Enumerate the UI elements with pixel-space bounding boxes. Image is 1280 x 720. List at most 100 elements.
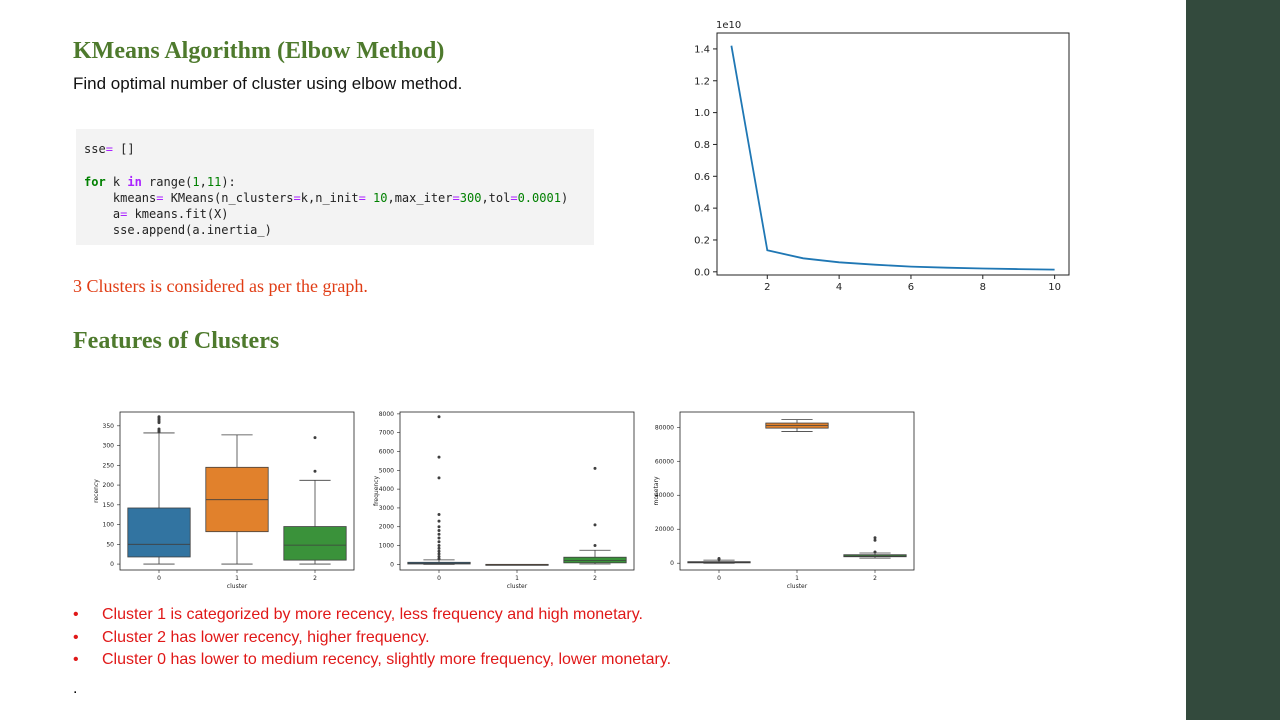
outlier-point (593, 466, 597, 470)
slide-title: KMeans Algorithm (Elbow Method) (73, 38, 445, 64)
x-axis-label: cluster (227, 583, 248, 590)
x-tick-label: 8 (980, 282, 986, 293)
outlier-point (437, 540, 441, 544)
y-tick-label: 80000 (655, 424, 674, 431)
outlier-point (157, 415, 161, 419)
outlier-point (437, 546, 441, 550)
y-tick-label: 100 (103, 522, 115, 529)
bullet-text: Cluster 0 has lower to medium recency, s… (102, 651, 672, 668)
box-cluster-2 (563, 556, 627, 564)
y-tick-label: 7000 (379, 430, 394, 437)
outlier-point (313, 469, 317, 473)
code-line-4: kmeans= KMeans(n_clusters=k,n_init= 10,m… (84, 190, 569, 205)
sidebar-panel (1186, 0, 1280, 720)
outlier-point (437, 544, 441, 548)
x-tick-label: 0 (437, 575, 441, 582)
outlier-point (593, 523, 597, 527)
outlier-point (437, 513, 441, 517)
x-axis-label: cluster (507, 583, 528, 590)
outlier-point (873, 536, 877, 540)
bullet-text: Cluster 1 is categorized by more recency… (102, 606, 643, 623)
x-tick-label: 1 (235, 575, 239, 582)
x-tick-label: 6 (908, 282, 914, 293)
y-axis-label: recency (93, 479, 100, 503)
y-tick-label: 4000 (379, 486, 394, 493)
outlier-point (437, 549, 441, 553)
y-tick-label: 250 (103, 462, 115, 469)
y-axis-label: monetary (653, 476, 660, 506)
y-tick-label: 0.0 (694, 267, 710, 278)
x-tick-label: 0 (717, 575, 721, 582)
y-tick-label: 200 (103, 482, 115, 489)
bullet-text: Cluster 2 has lower recency, higher freq… (102, 628, 430, 646)
outlier-point (313, 436, 317, 440)
code-line-5: a= kmeans.fit(X) (84, 207, 229, 222)
y-tick-label: 1000 (379, 543, 394, 550)
y-tick-label: 40000 (655, 492, 674, 499)
bullet-item: • Cluster 2 has lower recency, higher fre… (73, 627, 671, 650)
slide-subtitle: Find optimal number of cluster using elb… (73, 74, 463, 93)
y-tick-label: 20000 (655, 526, 674, 533)
elbow-chart: 1e10 0.0 0.2 0.4 0.6 0.8 1.0 1.2 1.4 2 4 6 8 10 (694, 20, 1070, 293)
outlier-point (593, 544, 597, 548)
y-tick-label: 6000 (379, 449, 394, 456)
y-tick-label: 0.8 (694, 140, 710, 151)
x-tick-label: 2 (873, 575, 877, 582)
y-offset-label: 1e10 (716, 20, 741, 31)
y-tick-label: 1.4 (694, 44, 710, 55)
outlier-point (873, 550, 877, 554)
trailing-period: . (73, 680, 78, 697)
x-axis-label: cluster (787, 583, 808, 590)
y-tick-label: 1.0 (694, 108, 710, 119)
plot-frame (716, 32, 1070, 276)
bullet-dot: • (73, 606, 79, 623)
outlier-point (437, 519, 441, 523)
outlier-point (437, 557, 441, 561)
frequency-boxplot: 0 1000 2000 3000 4000 5000 6000 7000 8000 0 1 2 clus… (373, 411, 635, 590)
box-cluster-0 (127, 507, 191, 558)
y-tick-label: 1.2 (694, 76, 710, 87)
y-tick-label: 0 (670, 560, 674, 567)
recency-boxplot: 0 50 100 150 200 250 300 350 0 1 2 cluster recency (93, 411, 355, 590)
y-tick-label: 350 (103, 423, 115, 430)
section-heading: Features of Clusters (73, 328, 280, 354)
outlier-point (437, 554, 441, 558)
outlier-point (717, 556, 721, 560)
outlier-point (437, 525, 441, 529)
x-tick-label: 2 (313, 575, 317, 582)
bullet-dot: • (73, 651, 79, 668)
y-tick-label: 300 (103, 443, 115, 450)
outlier-point (437, 476, 441, 480)
outlier-point (437, 415, 441, 419)
outlier-point (157, 427, 161, 431)
y-tick-label: 2000 (379, 524, 394, 531)
y-tick-label: 150 (103, 502, 115, 509)
plot-frame (399, 411, 635, 571)
x-tick-label: 0 (157, 575, 161, 582)
code-line-6: sse.append(a.inertia_) (84, 223, 272, 238)
monetary-boxplot: 0 20000 40000 60000 80000 0 1 2 cluster monetary (653, 411, 915, 590)
box-cluster-2 (283, 526, 347, 561)
y-tick-label: 5000 (379, 467, 394, 474)
bullet-dot: • (73, 628, 79, 646)
y-tick-label: 8000 (379, 411, 394, 418)
outlier-point (437, 529, 441, 532)
bullet-item: • Cluster 0 has lower to medium recency, … (73, 649, 671, 672)
y-tick-label: 0.4 (694, 204, 710, 215)
bullet-item: • Cluster 1 is categorized by more recenc… (73, 604, 671, 627)
y-tick-label: 0 (390, 561, 394, 568)
outlier-point (873, 538, 877, 542)
x-tick-label: 4 (836, 282, 842, 293)
cluster-bullets: • Cluster 1 is categorized by more recenc… (73, 604, 671, 672)
x-tick-label: 1 (795, 575, 799, 582)
y-tick-label: 60000 (655, 458, 674, 465)
cluster-note: 3 Clusters is considered as per the grap… (73, 276, 368, 296)
outlier-point (437, 552, 441, 556)
code-line-2 (84, 157, 594, 173)
y-axis-label: frequency (373, 476, 380, 507)
y-tick-label: 50 (106, 541, 114, 548)
x-tick-label: 10 (1048, 282, 1061, 293)
y-tick-label: 0.6 (694, 172, 710, 183)
sse-line (730, 45, 1055, 271)
x-tick-label: 1 (515, 575, 519, 582)
